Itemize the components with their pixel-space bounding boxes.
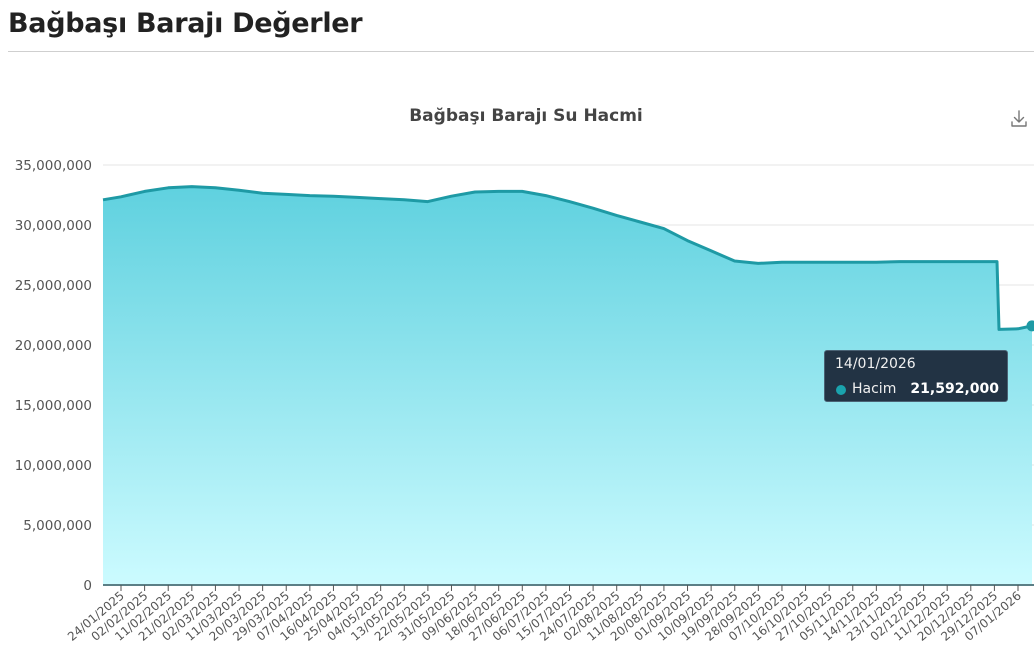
y-axis-labels: 0 5,000,000 10,000,000 15,000,000 20,000,000… (15, 158, 92, 594)
area-fill (103, 186, 1032, 585)
svg-text:10,000,000: 10,000,000 (15, 458, 92, 474)
tooltip-date: 14/01/2026 (835, 356, 916, 372)
hover-point-marker[interactable] (1026, 320, 1034, 332)
svg-text:30,000,000: 30,000,000 (15, 218, 92, 234)
series-dot-icon (836, 385, 846, 395)
tooltip-value: 21,592,000 (910, 381, 999, 397)
download-button[interactable] (1008, 108, 1030, 130)
chart-title: Bağbaşı Barajı Su Hacmi (409, 106, 643, 126)
svg-text:0: 0 (83, 578, 92, 594)
svg-text:20,000,000: 20,000,000 (15, 338, 92, 354)
download-icon (1011, 110, 1027, 127)
x-axis-labels: 24/01/202502/02/202511/02/202521/02/2025… (65, 589, 1024, 644)
x-axis-ticks (120, 585, 1019, 591)
svg-text:15,000,000: 15,000,000 (15, 398, 92, 414)
svg-text:5,000,000: 5,000,000 (23, 518, 92, 534)
svg-text:35,000,000: 35,000,000 (15, 158, 92, 174)
page-title: Bağbaşı Barajı Değerler (8, 8, 363, 39)
title-divider (8, 51, 1034, 52)
tooltip-series-name: Hacim (852, 381, 897, 397)
tooltip: 14/01/2026 Hacim 21,592,000 (824, 350, 1008, 402)
svg-text:25,000,000: 25,000,000 (15, 278, 92, 294)
series-line-hacim[interactable] (102, 185, 1033, 331)
